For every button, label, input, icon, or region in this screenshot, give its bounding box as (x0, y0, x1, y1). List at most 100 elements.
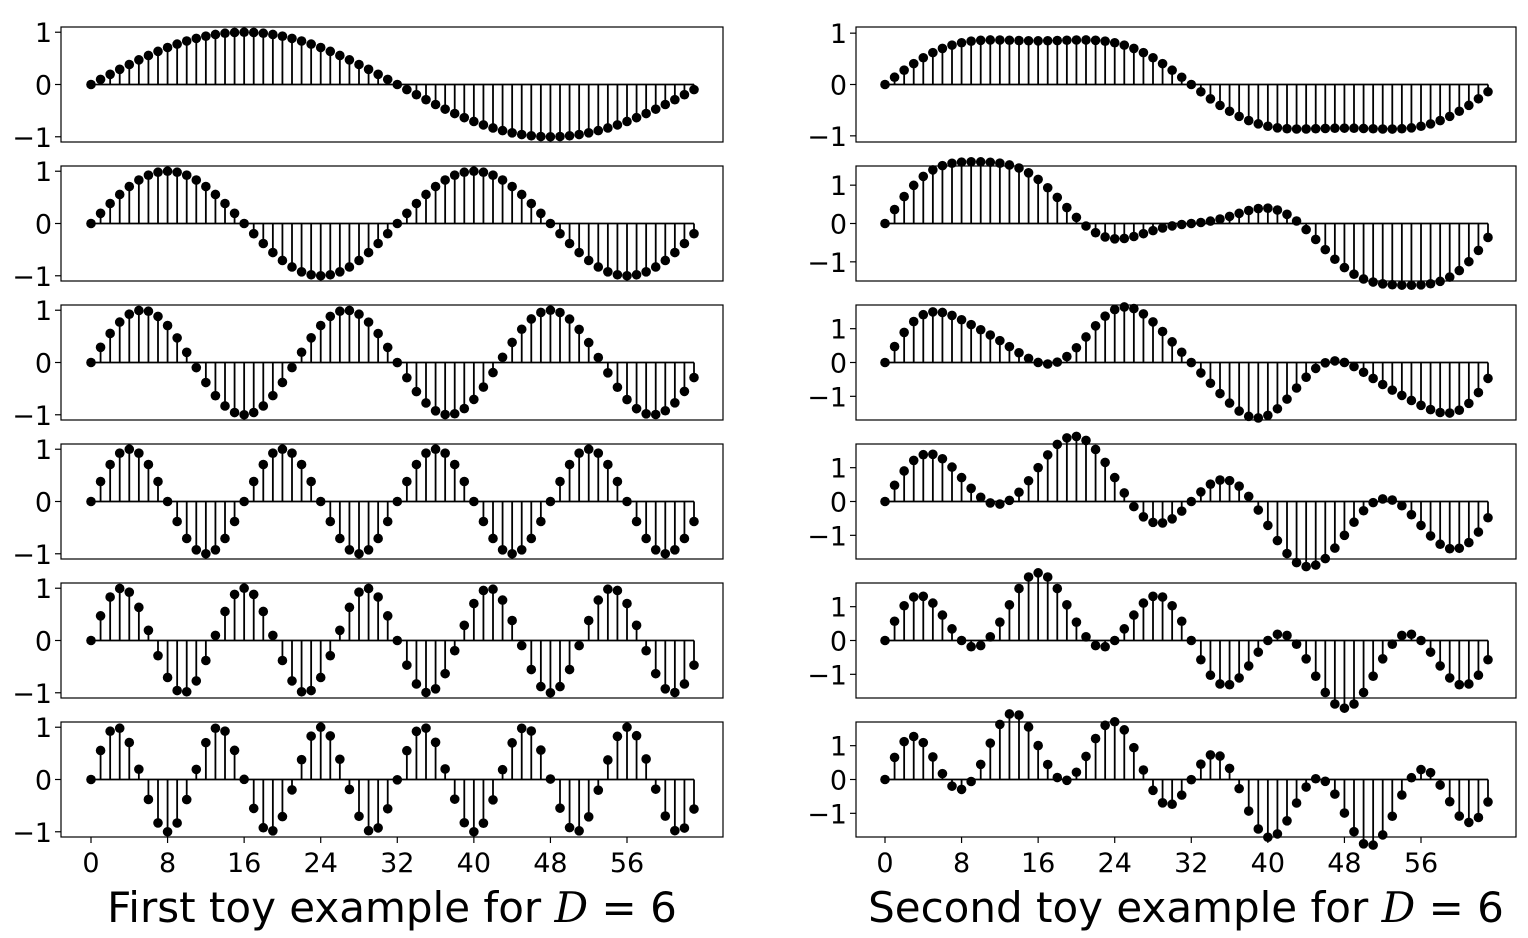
stem-marker (1387, 811, 1398, 822)
stem-marker (296, 266, 307, 277)
stem-marker (670, 687, 680, 698)
stem-marker (966, 776, 976, 787)
stem-marker (1368, 497, 1378, 508)
stem-marker (1196, 368, 1206, 378)
stem-marker (459, 112, 470, 123)
stem-marker (1215, 388, 1225, 399)
stem-marker (354, 255, 364, 266)
stem-marker (1483, 373, 1493, 384)
stem-marker (689, 804, 699, 814)
stem-marker (191, 764, 202, 775)
stem-marker (402, 745, 412, 756)
stem-marker (1349, 517, 1359, 528)
stem-marker (1138, 598, 1149, 608)
stem-marker (1062, 600, 1072, 610)
stem-marker (1205, 216, 1216, 226)
stem-marker (564, 314, 575, 324)
stem-marker (1310, 671, 1321, 681)
stem-marker (1425, 278, 1436, 289)
stem-marker (162, 42, 173, 53)
stem-marker (344, 262, 355, 272)
stem-marker (210, 29, 221, 40)
stem-marker (296, 36, 307, 46)
stem-marker (114, 64, 125, 75)
stem-marker (382, 342, 393, 353)
stem-marker (1176, 72, 1187, 83)
panel-1-3: −1 0 1 (12, 296, 724, 432)
stem-marker (880, 496, 890, 507)
stem-marker (287, 33, 297, 44)
stem-marker (134, 448, 144, 459)
stem-marker (631, 620, 642, 631)
stem-marker (526, 664, 537, 675)
stem-marker (1473, 93, 1484, 104)
y-tick-label: 0 (35, 488, 52, 519)
stem-marker (1234, 208, 1244, 219)
stem-marker (908, 455, 919, 466)
stem-marker (975, 492, 986, 503)
stem-marker (258, 401, 269, 411)
stem-marker (1167, 221, 1177, 231)
stem-marker (1148, 591, 1158, 602)
stem-marker (1157, 592, 1168, 602)
stem-marker (908, 58, 919, 69)
stem-marker (1052, 772, 1063, 783)
stem-marker (880, 774, 890, 785)
stem-marker (172, 516, 182, 527)
stem-marker (1052, 357, 1063, 367)
stem-marker (526, 533, 537, 544)
stem-marker (210, 544, 221, 555)
stem-marker (1358, 123, 1369, 134)
stem-marker (421, 189, 431, 200)
y-tick-label: −1 (807, 382, 847, 413)
stem-marker (650, 104, 661, 114)
stem-marker (277, 444, 288, 455)
stem-marker (392, 79, 403, 90)
stem-marker (449, 408, 460, 419)
stem-marker (928, 165, 938, 175)
y-tick-label: 0 (35, 71, 52, 102)
stem-marker (1234, 673, 1244, 683)
stem-marker (277, 811, 288, 822)
stem-marker (1263, 203, 1273, 214)
stem-marker (612, 731, 623, 742)
stem-marker (1148, 52, 1158, 63)
y-tick-label: 0 (35, 766, 52, 797)
stem-marker (1081, 332, 1091, 342)
stem-marker (583, 444, 594, 455)
stem-marker (899, 65, 909, 76)
stem-marker (899, 600, 909, 611)
stem-marker (1444, 673, 1455, 683)
stem-marker (1483, 797, 1493, 807)
y-tick-label: −1 (12, 540, 52, 571)
stem-marker (1215, 100, 1225, 111)
stem-marker (1349, 123, 1359, 134)
stem-marker (459, 403, 470, 414)
stem-marker (593, 785, 604, 795)
stem-marker (1033, 357, 1043, 368)
stem-marker (1483, 654, 1493, 665)
stem-marker (1157, 58, 1168, 69)
stem-marker (105, 69, 115, 80)
stem-marker (956, 157, 967, 167)
stem-marker (287, 448, 297, 459)
stem-marker (612, 476, 623, 487)
stem-marker (449, 459, 460, 470)
stem-marker (583, 337, 594, 348)
stem-marker (1263, 410, 1273, 421)
stem-marker (603, 459, 613, 470)
stem-marker (564, 822, 575, 833)
stem-marker (268, 29, 278, 40)
stem-marker (354, 548, 364, 559)
stem-marker (497, 595, 508, 605)
stem-marker (86, 635, 96, 646)
stem-marker (1387, 495, 1398, 505)
stem-marker (1081, 435, 1091, 446)
stem-marker (373, 238, 383, 249)
y-tick-label: 0 (35, 627, 52, 658)
stem-marker (1368, 123, 1378, 134)
stem-marker (1129, 501, 1139, 512)
stem-marker (1444, 272, 1455, 282)
stem-marker (488, 795, 498, 805)
stem-marker (689, 228, 699, 239)
